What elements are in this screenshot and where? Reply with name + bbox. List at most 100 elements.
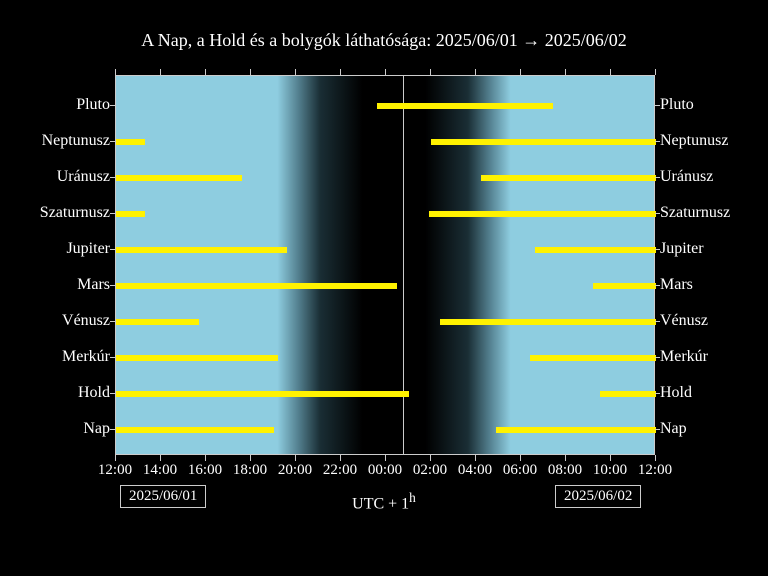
x-label: 04:00 [458,462,492,479]
y-tick [110,213,115,214]
y-tick [110,141,115,142]
y-tick [655,141,660,142]
ylabel-left: Szaturnusz [40,204,110,222]
ylabel-right: Uránusz [660,168,713,186]
x-label: 10:00 [593,462,627,479]
x-label: 16:00 [188,462,222,479]
ylabel-right: Merkúr [660,348,708,366]
y-tick [655,393,660,394]
visibility-bar [496,427,656,433]
y-tick [655,429,660,430]
ylabel-right: Neptunusz [660,132,728,150]
x-label: 12:00 [98,462,132,479]
date-box-right: 2025/06/02 [555,485,641,508]
ylabel-left: Vénusz [62,312,110,330]
y-tick [655,321,660,322]
x-tick [475,69,476,75]
visibility-bar [481,175,657,181]
x-label: 02:00 [413,462,447,479]
x-label: 22:00 [323,462,357,479]
visibility-bar [116,391,409,397]
visibility-bar [116,355,278,361]
ylabel-left: Uránusz [57,168,110,186]
x-tick [430,69,431,75]
x-tick [160,69,161,75]
y-tick [655,213,660,214]
ylabel-left: Nap [83,420,110,438]
x-tick [610,455,611,461]
ylabel-left: Pluto [76,96,110,114]
ylabel-left: Neptunusz [42,132,110,150]
ylabel-right: Nap [660,420,687,438]
x-tick [565,455,566,461]
x-tick [655,455,656,461]
x-tick [385,69,386,75]
visibility-bar [116,283,397,289]
x-tick [205,455,206,461]
x-tick [115,455,116,461]
axis-title-sup: h [409,490,416,505]
ylabel-right: Vénusz [660,312,708,330]
x-tick [340,455,341,461]
x-tick [250,69,251,75]
x-tick [295,69,296,75]
y-tick [655,105,660,106]
x-label: 08:00 [548,462,582,479]
y-tick [110,285,115,286]
y-tick [655,357,660,358]
chart-container: A Nap, a Hold és a bolygók láthatósága: … [0,0,768,576]
x-label: 06:00 [503,462,537,479]
x-label: 18:00 [233,462,267,479]
y-tick [655,249,660,250]
x-label: 00:00 [368,462,402,479]
y-tick [110,393,115,394]
y-tick [110,429,115,430]
y-tick [110,249,115,250]
x-tick [610,69,611,75]
visibility-bar [116,211,145,217]
y-tick [655,285,660,286]
background-gradient [116,76,654,454]
x-tick [160,455,161,461]
y-tick [655,177,660,178]
ylabel-left: Jupiter [66,240,110,258]
x-tick [115,69,116,75]
x-label: 12:00 [638,462,672,479]
visibility-bar [116,175,242,181]
y-tick [110,357,115,358]
visibility-bar [440,319,656,325]
midnight-line [403,76,404,454]
ylabel-right: Pluto [660,96,694,114]
ylabel-left: Hold [78,384,110,402]
x-label: 20:00 [278,462,312,479]
ylabel-right: Mars [660,276,693,294]
x-tick [655,69,656,75]
x-tick [430,455,431,461]
x-label: 14:00 [143,462,177,479]
ylabel-right: Hold [660,384,692,402]
date-box-left: 2025/06/01 [120,485,206,508]
visibility-bar [431,139,656,145]
axis-title-prefix: UTC + 1 [352,495,409,512]
x-tick [520,455,521,461]
chart-title: A Nap, a Hold és a bolygók láthatósága: … [0,30,768,51]
plot-area [115,75,655,455]
visibility-bar [535,247,657,253]
visibility-bar [429,211,656,217]
ylabel-left: Mars [77,276,110,294]
visibility-bar [377,103,553,109]
ylabel-right: Jupiter [660,240,704,258]
visibility-bar [116,319,199,325]
y-tick [110,105,115,106]
visibility-bar [116,139,145,145]
axis-title: UTC + 1h [0,490,768,513]
x-tick [340,69,341,75]
y-tick [110,177,115,178]
visibility-bar [116,427,274,433]
x-tick [205,69,206,75]
x-tick [475,455,476,461]
visibility-bar [116,247,287,253]
visibility-bar [600,391,656,397]
visibility-bar [530,355,656,361]
x-tick [295,455,296,461]
